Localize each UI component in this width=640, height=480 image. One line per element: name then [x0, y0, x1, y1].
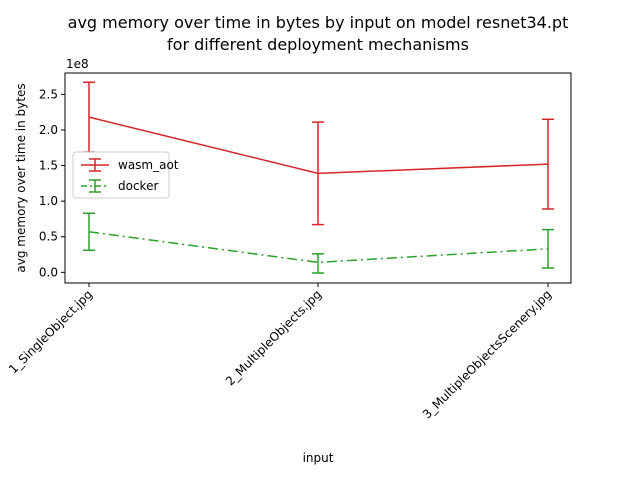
x-axis-label: input: [303, 451, 334, 465]
y-tick-label: 1.0: [39, 194, 58, 208]
x-tick-label: 1_SingleObject.jpg: [6, 287, 95, 376]
y-axis-label: avg memory over time in bytes: [14, 83, 28, 272]
y-tick-label: 0.5: [39, 230, 58, 244]
legend-label-docker: docker: [118, 179, 158, 193]
y-tick-label: 2.5: [39, 87, 58, 101]
series-layer: [83, 81, 554, 274]
chart-title-line2: for different deployment mechanisms: [167, 35, 469, 54]
series-line-docker: [88, 231, 549, 264]
y-offset-label: 1e8: [66, 57, 89, 71]
x-tick-label: 2_MultipleObjects.jpg: [223, 287, 324, 388]
y-tick-label: 0.0: [39, 265, 58, 279]
chart-title-line1: avg memory over time in bytes by input o…: [68, 13, 569, 32]
legend-label-wasm_aot: wasm_aot: [118, 158, 179, 172]
y-tick-label: 2.0: [39, 123, 58, 137]
y-axis: 0.0 0.5 1.0 1.5 2.0 2.5: [39, 87, 65, 279]
x-axis: 1_SingleObject.jpg 2_MultipleObjects.jpg 3…: [6, 283, 554, 422]
x-tick-label: 3_MultipleObjectsScenery.jpg: [420, 287, 554, 421]
y-tick-label: 1.5: [39, 159, 58, 173]
